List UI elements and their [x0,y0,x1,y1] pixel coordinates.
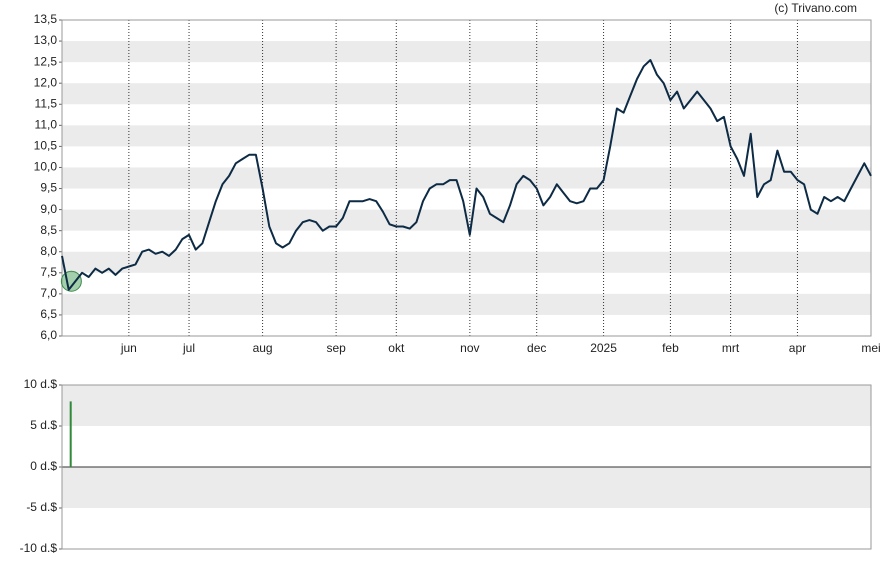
x-tick-label: mrt [722,341,740,355]
y-tick-label: 7,0 [40,286,57,300]
y-tick-label: 5 d.$ [30,418,57,432]
x-tick-label: mei [861,341,880,355]
grid-band [62,293,871,315]
price-line [61,59,872,291]
y-tick-label: 12,5 [34,54,58,68]
bar [69,401,72,467]
x-tick-label: jul [182,341,195,355]
x-tick-label: dec [527,341,546,355]
y-tick-label: 7,5 [40,265,57,279]
grid-band [62,167,871,189]
y-tick-label: 11,5 [35,96,58,110]
source: (c) Trivano.com [774,1,857,15]
y-tick-label: 8,0 [40,244,57,258]
grid-band [62,385,871,426]
y-tick-label: 10 d.$ [24,377,58,391]
x-tick-label: apr [789,341,806,355]
y-tick-label: 6,0 [40,328,57,342]
grid-band [62,467,871,508]
y-tick-label: -10 d.$ [20,541,58,555]
x-tick-label: sep [326,341,346,355]
x-tick-label: jun [120,341,137,355]
y-tick-label: 12,0 [34,75,58,89]
y-tick-label: 9,0 [40,202,57,216]
y-tick-label: 13,5 [34,12,58,26]
plot-frame [61,384,872,550]
plot-frame [61,19,872,337]
x-tick-label: aug [253,341,273,355]
y-tick-label: 11,0 [35,118,58,132]
grid-band [62,41,871,63]
y-tick-label: 8,5 [40,223,57,237]
y-tick-label: 9,5 [40,181,57,195]
y-tick-label: 13,0 [34,33,58,47]
y-tick-label: 10,5 [34,139,58,153]
event-marker [60,270,82,292]
y-tick-label: -5 d.$ [26,500,57,514]
grid-band [62,83,871,105]
x-tick-label: 2025 [590,341,617,355]
grid-band [62,125,871,147]
x-tick-label: nov [460,341,479,355]
y-tick-label: 6,5 [40,307,57,321]
y-tick-label: 0 d.$ [30,459,57,473]
x-tick-label: okt [388,341,405,355]
x-tick-label: feb [662,341,679,355]
y-tick-label: 10,0 [34,160,58,174]
grid-band [62,251,871,273]
